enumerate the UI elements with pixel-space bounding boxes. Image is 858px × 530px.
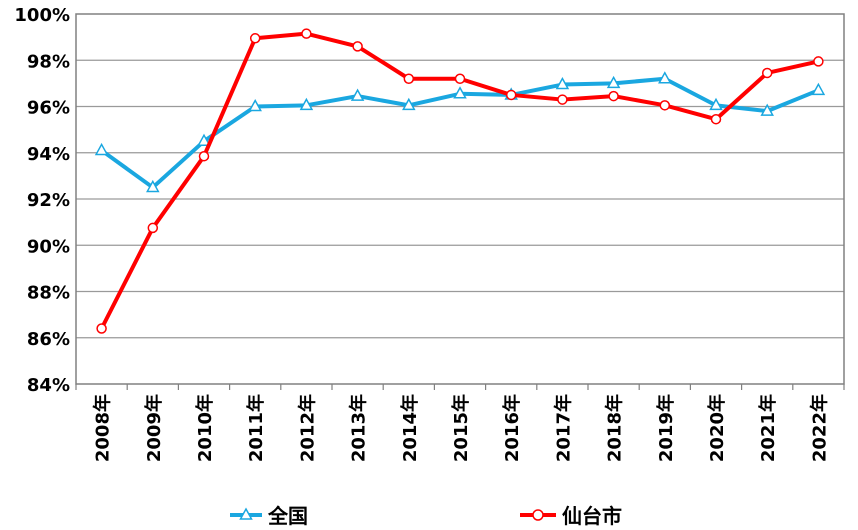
data-point-national (299, 97, 314, 111)
data-point-sendai (198, 150, 210, 162)
legend-item-sendai: 仙台市 (520, 504, 622, 528)
data-point-sendai (505, 89, 517, 101)
data-point-national (709, 97, 723, 111)
x-tick-label: 2020年 (706, 394, 728, 462)
x-axis-ticks: 2008年 2009年 2010年 2011年 2012年 2013年 2014年 2015年… (75, 384, 845, 462)
legend-marker-national (239, 507, 253, 520)
legend: 全国 仙台市 (230, 504, 622, 528)
data-point-sendai (96, 323, 107, 334)
y-tick-label: 98% (27, 51, 70, 72)
plot-area-frame (75, 13, 845, 385)
gridlines (76, 59, 844, 339)
data-point-sendai (249, 33, 261, 44)
data-point-sendai (659, 100, 671, 111)
x-tick-label: 2013年 (348, 394, 370, 462)
data-point-national (606, 75, 621, 89)
legend-item-national: 全国 (230, 504, 308, 528)
y-tick-label: 100% (14, 5, 70, 26)
data-point-sendai (813, 56, 824, 67)
x-tick-label: 2009年 (143, 394, 165, 462)
data-point-sendai (710, 113, 722, 125)
y-tick-label: 94% (27, 144, 70, 165)
y-axis-ticks: 84% 86% 88% 90% 92% 94% 96% 98% 100% (14, 5, 70, 396)
data-point-national (658, 71, 672, 84)
data-point-sendai (403, 73, 415, 84)
y-tick-label: 84% (27, 375, 70, 396)
x-tick-label: 2022年 (808, 394, 830, 462)
y-tick-label: 90% (27, 236, 70, 257)
data-point-national (146, 179, 160, 193)
x-tick-label: 2008年 (92, 394, 114, 462)
data-point-sendai (147, 222, 159, 234)
y-tick-label: 92% (27, 190, 70, 211)
data-point-national (453, 86, 467, 99)
data-point-sendai (557, 94, 568, 105)
legend-marker-sendai (532, 509, 544, 521)
data-point-national (94, 142, 109, 156)
data-point-sendai (761, 67, 773, 79)
y-tick-label: 86% (27, 329, 70, 350)
legend-label-sendai: 仙台市 (562, 504, 622, 528)
x-tick-label: 2014年 (399, 394, 421, 462)
data-point-national (555, 76, 570, 90)
data-point-sendai (301, 28, 312, 39)
data-point-national (350, 88, 365, 101)
x-tick-label: 2011年 (245, 394, 267, 462)
x-tick-label: 2018年 (604, 394, 626, 462)
x-tick-label: 2019年 (655, 394, 677, 462)
x-tick-label: 2021年 (757, 394, 779, 462)
data-point-national (811, 82, 826, 96)
data-point-sendai (454, 73, 466, 84)
data-point-sendai (352, 41, 363, 52)
data-point-sendai (608, 90, 619, 102)
series-group (94, 28, 826, 334)
x-tick-label: 2016年 (501, 394, 523, 462)
y-tick-label: 96% (27, 98, 70, 119)
data-point-national (197, 133, 211, 146)
data-point-national (402, 97, 416, 111)
x-tick-label: 2017年 (552, 394, 574, 462)
data-point-national (760, 103, 774, 116)
y-tick-label: 88% (27, 283, 70, 304)
legend-label-national: 全国 (267, 504, 308, 528)
data-point-national (248, 98, 262, 112)
x-tick-label: 2015年 (450, 394, 472, 462)
x-tick-label: 2010年 (194, 394, 216, 462)
x-tick-label: 2012年 (296, 394, 318, 462)
